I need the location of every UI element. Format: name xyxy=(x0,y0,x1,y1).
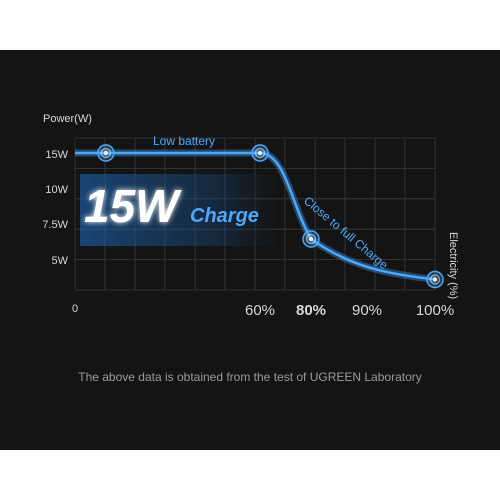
data-point-marker xyxy=(96,144,115,162)
badge-small-text: Charge xyxy=(190,205,259,227)
x-tick-label: 60% xyxy=(245,302,275,319)
y-tick-label: 15W xyxy=(45,149,68,161)
x-tick-label: 100% xyxy=(416,302,454,319)
chart-svg: 15W Charge Power(W) 15W 10W 7.5W 5W 0 60… xyxy=(42,113,459,319)
data-point-marker xyxy=(302,230,320,248)
x-tick-label-emphasized: 80% xyxy=(296,302,326,319)
badge-big-text: 15W xyxy=(84,180,182,232)
annotation-low-battery: Low battery xyxy=(153,134,215,148)
marker-layer xyxy=(96,144,444,289)
y-tick-label: 7.5W xyxy=(42,219,68,231)
y-tick-label: 10W xyxy=(45,184,68,196)
y-tick-label: 5W xyxy=(52,255,69,267)
data-point-marker xyxy=(251,144,269,162)
footnote: The above data is obtained from the test… xyxy=(78,370,422,384)
x-tick-label: 90% xyxy=(352,302,382,319)
badge-backdrop xyxy=(80,174,276,246)
y-axis-label: Power(W) xyxy=(43,113,92,125)
chart-panel: 15W Charge Power(W) 15W 10W 7.5W 5W 0 60… xyxy=(0,50,500,450)
x-tick-label: 0 xyxy=(72,303,78,315)
x-axis-label: Electricity (%) xyxy=(447,232,459,299)
data-point-marker xyxy=(426,270,444,289)
